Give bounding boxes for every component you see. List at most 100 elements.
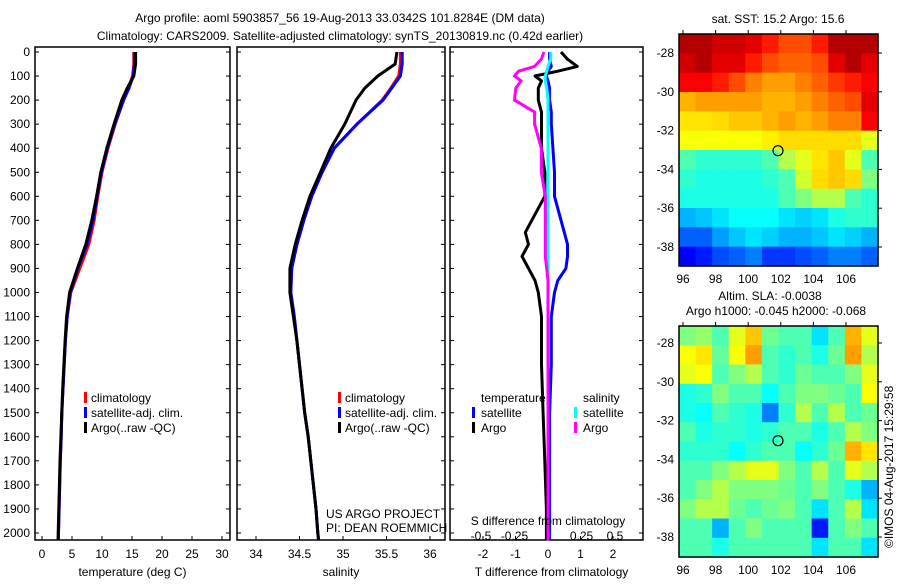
map-cell [778,499,796,520]
x-tick-label: 34 [249,547,263,561]
y-tick-label: 900 [10,261,30,275]
x-axis-label: temperature (deg C) [78,565,186,579]
map-cell [844,34,863,54]
y-tick-label: 800 [10,237,30,251]
map-cell [712,364,730,385]
temperature-panel: 0100200300400500600700800900100011001200… [3,45,231,579]
map-cell [728,441,746,462]
map-cell [844,537,863,558]
map-cell [695,246,713,267]
map-cell [828,188,846,209]
map-cell [811,441,829,462]
map-cell [728,53,746,74]
map-cell [861,130,879,151]
map-cell [745,441,763,462]
lat-tick-label: -38 [657,530,675,544]
map-cell [861,422,879,443]
map-cell [778,53,796,74]
map-cell [795,518,813,539]
map-cell [778,537,796,558]
map-cell [861,34,879,54]
map-cell [712,72,730,93]
map-cell [712,227,730,248]
map-cell [745,92,763,112]
lon-tick-label: 106 [836,272,856,286]
legend-swatch-climatology [338,392,341,403]
map-cell [728,480,746,500]
map-cell [679,460,697,481]
map-cell [778,92,796,112]
y-tick-label: 1600 [3,430,30,444]
title-line-1: Argo profile: aoml 5903857_56 19-Aug-201… [135,11,545,25]
map-cell [679,150,697,170]
map-cell [778,441,796,462]
map-cell [712,326,730,346]
map-cell [811,208,829,228]
map-cell [712,208,730,228]
map-cell [728,246,746,267]
map-cell [695,403,713,423]
map-cell [828,364,846,385]
map-cell [795,227,813,248]
lon-tick-label: 96 [676,272,690,286]
lon-tick-label: 102 [771,272,791,286]
map-cell [778,34,796,54]
map-cell [695,188,713,209]
map-cell [745,499,763,520]
series-line-temperature-satellite [544,52,569,541]
lon-tick-label: 96 [676,563,690,577]
map-cell [778,480,796,500]
map-cell [728,72,746,93]
salinity-panel: 34 34.5 35 35.5 36 salinity [236,46,446,579]
lon-tick-label: 104 [803,563,823,577]
map-cell [811,326,829,346]
map-cell [745,364,763,385]
x-tick-label: 5 [69,547,76,561]
map-frame [678,325,879,558]
map-cell [795,111,813,132]
y-tick-label: 1400 [3,382,30,396]
map-cell [795,383,813,404]
map-cell [695,518,713,539]
map-cell [712,422,730,443]
map-cell [828,130,846,151]
map-cell [795,188,813,209]
map-cell [728,227,746,248]
x-tick-label: 10 [95,547,109,561]
y-tick-label: 1100 [4,310,30,324]
lat-tick-label: -30 [657,85,675,99]
y-tick-label: 1200 [3,334,30,348]
lon-tick-label: 106 [836,563,856,577]
map-cell [761,441,780,462]
map-cell [828,460,846,481]
map-cell [795,480,813,500]
map-cell [712,403,730,423]
map-cell [844,227,863,248]
lat-tick-label: -30 [657,375,675,389]
map-cell [745,326,763,346]
map-cell [844,53,863,74]
map-cell [795,130,813,151]
map-cell [844,383,863,404]
map-cell [695,150,713,170]
legend-label: satellite-adj. clim. [345,406,437,420]
map-cell [828,403,846,423]
map-cell [861,208,879,228]
map-cell [861,111,879,132]
legend-title-salinity: salinity [583,391,620,405]
map-cell [844,403,863,423]
map-cell [679,364,697,385]
map-cell [844,518,863,539]
map-cell [761,364,780,385]
map-cell [679,92,697,112]
map-cell [695,227,713,248]
map-cell [695,53,713,74]
map-cell [811,72,829,93]
map-cell [844,150,863,170]
plot-frame [34,46,231,541]
map-cell [695,92,713,112]
map-cell [695,345,713,366]
map-cell [728,422,746,443]
legend-swatch-t-argo [472,422,475,433]
